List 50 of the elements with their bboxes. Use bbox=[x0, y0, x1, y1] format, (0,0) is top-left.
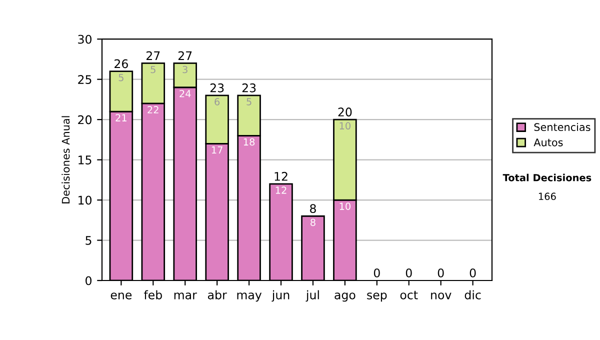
x-tick-label: sep bbox=[367, 292, 387, 302]
data-label: 10 bbox=[340, 202, 350, 210]
y-tick-label: 15 bbox=[78, 156, 92, 164]
data-label: 24 bbox=[180, 90, 191, 98]
data-label: 5 bbox=[150, 66, 156, 74]
total-label: 27 bbox=[146, 51, 160, 60]
total-label: 0 bbox=[438, 268, 444, 278]
y-tick-label: 25 bbox=[78, 75, 92, 84]
data-label: 5 bbox=[118, 74, 124, 82]
data-label: 12 bbox=[276, 186, 286, 194]
text: Total Decisiones bbox=[502, 174, 592, 182]
x-tick-label: jun bbox=[272, 290, 290, 302]
total-label: 0 bbox=[470, 268, 476, 278]
data-label: 22 bbox=[148, 106, 158, 114]
y-tick-label: 10 bbox=[78, 196, 92, 205]
x-tick-label: oct bbox=[400, 290, 418, 300]
x-tick-label: dic bbox=[464, 290, 481, 300]
y-tick-label: 0 bbox=[86, 276, 92, 286]
data-label: 10 bbox=[340, 122, 350, 130]
data-label: 17 bbox=[212, 146, 222, 154]
x-tick-label: feb bbox=[144, 290, 162, 300]
data-label: 3 bbox=[182, 66, 188, 74]
data-label: 21 bbox=[116, 114, 126, 122]
total-label: 0 bbox=[374, 268, 380, 278]
x-tick-label: nov bbox=[431, 292, 452, 300]
x-tick-label: abr bbox=[208, 290, 227, 300]
data-label: 5 bbox=[246, 98, 252, 106]
y-tick-label: 5 bbox=[86, 236, 92, 245]
data-label: 6 bbox=[214, 98, 220, 106]
x-tick-label: jul bbox=[306, 290, 319, 302]
total-label: 0 bbox=[406, 268, 412, 278]
x-tick-label: mar bbox=[174, 292, 197, 300]
x-tick-label: ago bbox=[334, 292, 356, 302]
total-label: 27 bbox=[178, 51, 192, 60]
legend-label: Autos bbox=[534, 138, 563, 146]
text: 166 bbox=[538, 192, 556, 200]
legend-label: Sentencias bbox=[534, 122, 590, 132]
total-label: 23 bbox=[210, 83, 224, 92]
y-axis-title: Decisiones Anual bbox=[62, 116, 70, 204]
total-label: 23 bbox=[242, 83, 256, 92]
x-tick-label: may bbox=[237, 292, 262, 302]
total-label: 26 bbox=[114, 59, 128, 68]
y-tick-label: 30 bbox=[78, 34, 92, 44]
total-label: 20 bbox=[338, 108, 352, 116]
data-label: 18 bbox=[244, 138, 255, 146]
total-label: 12 bbox=[274, 172, 288, 181]
data-label: 8 bbox=[310, 218, 316, 226]
y-tick-label: 20 bbox=[78, 115, 92, 124]
total-label: 8 bbox=[310, 204, 316, 214]
x-tick-label: ene bbox=[110, 292, 132, 300]
